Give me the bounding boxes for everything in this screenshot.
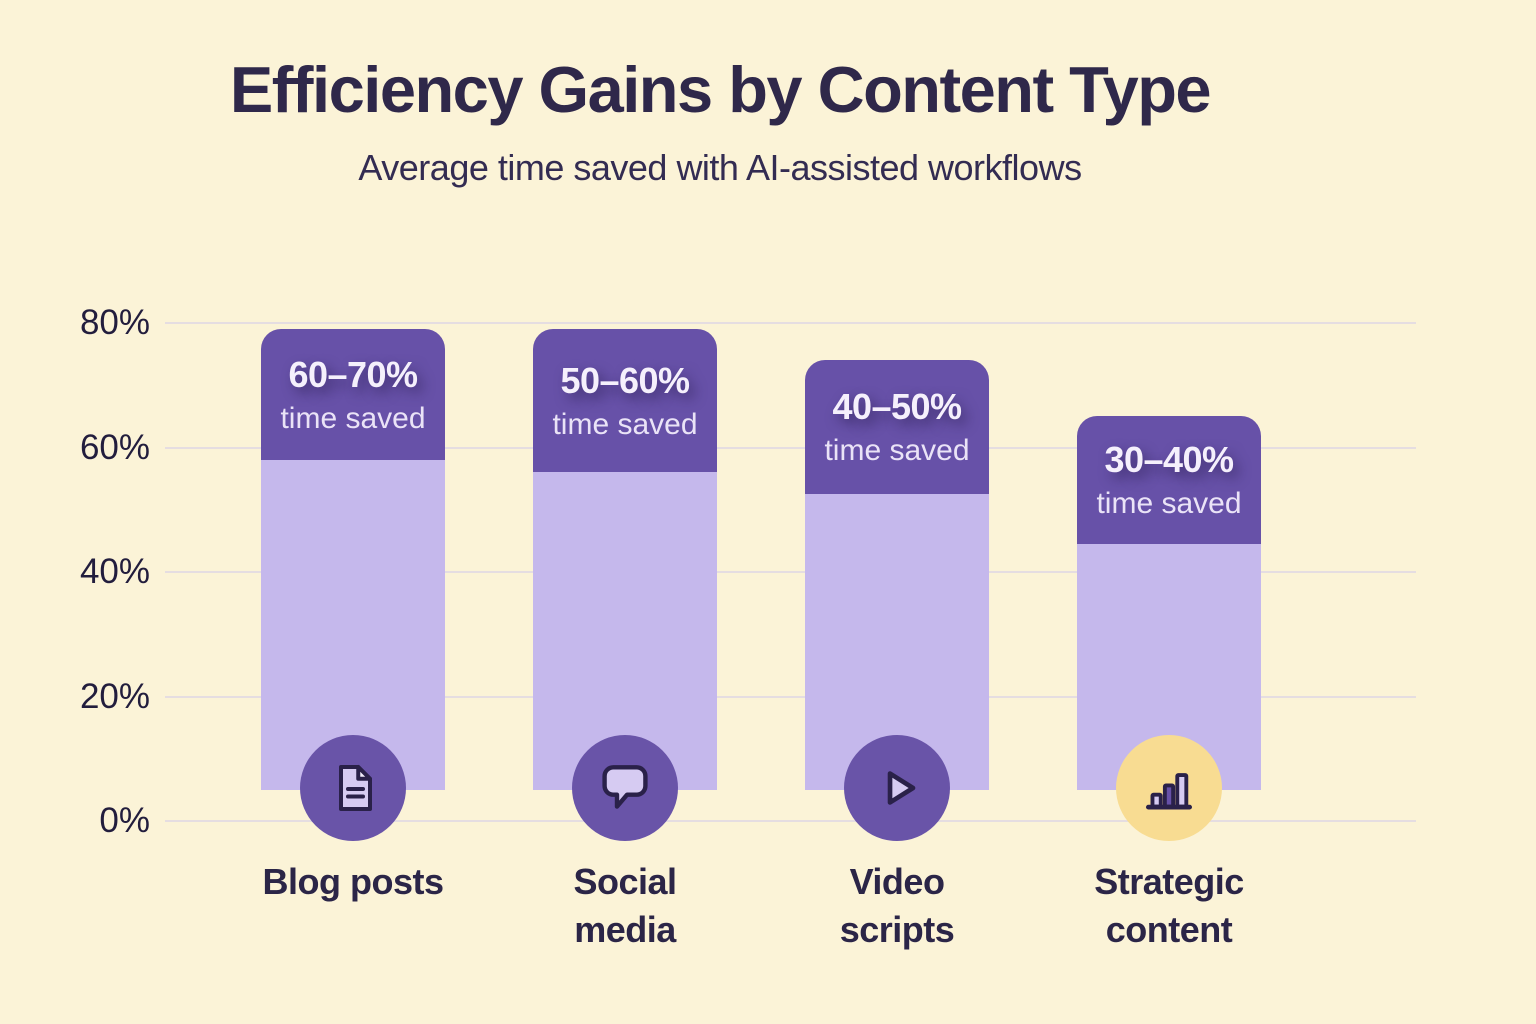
category-label-social-media: Social media [485, 858, 765, 954]
bar-cap-strategic-content: 30–40% time saved [1077, 416, 1261, 544]
chart-header: Efficiency Gains by Content Type Average… [0, 52, 1440, 189]
category-label-strategic-content: Strategic content [1029, 858, 1309, 954]
gridline-40 [165, 571, 1416, 573]
bar-blog-posts: 60–70% time saved [261, 329, 445, 790]
ytick-label-60: 60% [79, 427, 150, 467]
icon-badge-social-media [572, 735, 678, 841]
gridline-0 [165, 820, 1416, 822]
icon-badge-blog-posts [300, 735, 406, 841]
category-label-line: Video [849, 861, 945, 902]
bar-cap-video-scripts: 40–50% time saved [805, 360, 989, 495]
bar-sub-label-video-scripts: time saved [824, 434, 970, 468]
chart-title: Efficiency Gains by Content Type [229, 53, 1212, 126]
category-label-line: media [574, 909, 676, 950]
chart-subtitle: Average time saved with AI-assisted work… [358, 147, 1082, 188]
icon-badge-video-scripts [844, 735, 950, 841]
bar-strategic-content: 30–40% time saved [1077, 416, 1261, 790]
document-icon [323, 758, 383, 818]
bar-chart-icon [1138, 757, 1200, 819]
bar-sub-label-strategic-content: time saved [1096, 487, 1242, 521]
bar-sub-label-social-media: time saved [552, 407, 698, 441]
bar-cap-social-media: 50–60% time saved [533, 329, 717, 473]
gridline-60 [165, 446, 1416, 449]
category-label-line: scripts [839, 909, 955, 950]
speech-bubble-icon [594, 757, 656, 819]
category-label-line: Blog posts [262, 861, 445, 902]
icon-badge-strategic-content [1116, 735, 1222, 841]
category-label-video-scripts: Video scripts [757, 858, 1037, 954]
category-label-line: Strategic [1094, 861, 1244, 902]
gridline-20 [165, 695, 1416, 698]
bar-range-label-social-media: 50–60% [560, 359, 690, 401]
bar-cap-blog-posts: 60–70% time saved [261, 329, 445, 460]
bar-social-media: 50–60% time saved [533, 329, 717, 790]
bar-range-label-video-scripts: 40–50% [832, 386, 962, 428]
ytick-label-20: 20% [79, 676, 150, 716]
bar-video-scripts: 40–50% time saved [805, 360, 989, 790]
play-icon [866, 757, 928, 819]
category-label-line: Social [573, 861, 677, 902]
category-label-line: content [1105, 909, 1233, 950]
category-label-blog-posts: Blog posts [213, 858, 493, 906]
bar-body-blog-posts [261, 459, 445, 790]
bar-range-label-strategic-content: 30–40% [1104, 439, 1234, 481]
bar-range-label-blog-posts: 60–70% [288, 353, 418, 395]
gridline-80 [165, 322, 1416, 324]
bar-sub-label-blog-posts: time saved [280, 401, 426, 435]
ytick-label-40: 40% [79, 552, 150, 591]
ytick-label-0: 0% [99, 801, 150, 840]
ytick-label-80: 80% [79, 303, 150, 342]
